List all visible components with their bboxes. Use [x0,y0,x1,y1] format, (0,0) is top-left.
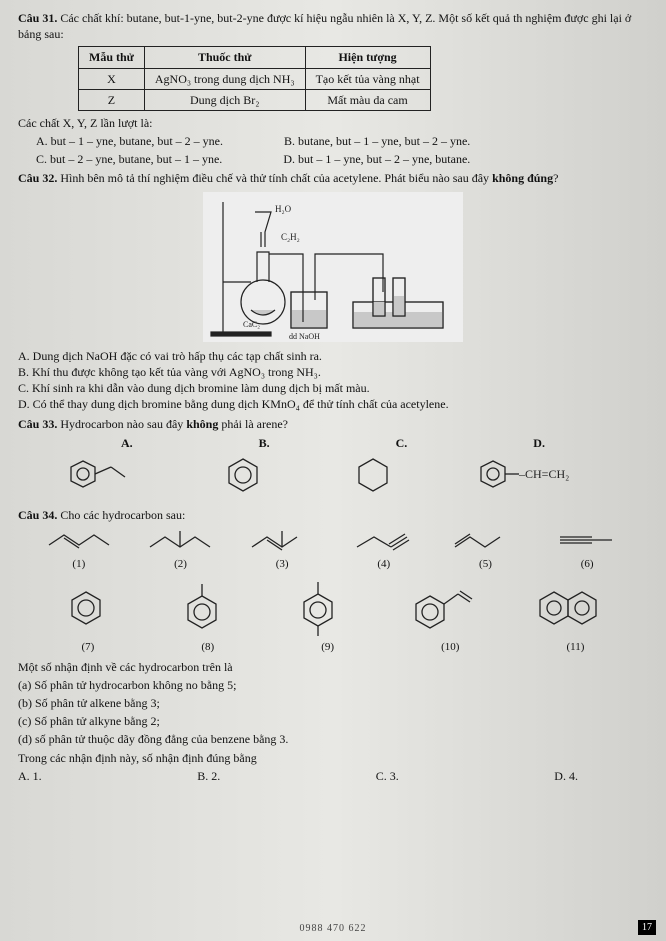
q34-a: (a) Số phân tử hydrocarbon không no bằng… [18,677,648,693]
q31-r0c0: X [79,68,145,89]
q32-optD: D. Có thể thay dung dịch bromine bằng du… [18,396,648,412]
q33-structC [343,453,403,501]
q31-optD: D. but – 1 – yne, but – 2 – yne, butane. [283,151,470,167]
q31-optC: C. but – 2 – yne, butane, but – 1 – yne. [36,151,222,167]
q33-letters: A. B. C. D. [58,435,608,451]
q32-optB: B. Khí thu được không tạo kết tủa vàng v… [18,364,648,380]
n1: (1) [72,557,85,572]
q32-textbold: không đúng [492,171,553,185]
q34-final: Trong các nhận định này, số nhận định đú… [18,750,648,766]
q32-text1: Hình bên mô tả thí nghiệm điều chế và th… [60,171,489,185]
n11: (11) [567,640,585,655]
q34-optD: D. 4. [554,768,578,784]
q31-optA: A. but – 1 – yne, butane, but – 2 – yne. [36,133,223,149]
q31: Câu 31. Các chất khí: butane, but-1-yne,… [18,10,648,168]
n9: (9) [321,640,334,655]
footer-phone: 0988 470 622 [300,922,367,936]
n7: (7) [82,640,95,655]
q34-optA: A. 1. [18,768,42,784]
n2: (2) [174,557,187,572]
q32: Câu 32. Hình bên mô tả thí nghiệm điều c… [18,170,648,413]
q34-nums1: (1) (2) (3) (4) (5) (6) [28,557,638,572]
q33-title: Câu 33. [18,417,57,431]
q31-th2: Hiện tượng [305,47,430,68]
q33-C: C. [396,435,408,451]
q33-structs: –CH=CH₂ [28,453,638,501]
lbl-c2h2: C₂H₂ [281,232,300,242]
q33-text: Hydrocarbon nào sau đây [60,417,183,431]
q34-c: (c) Số phân tử alkyne bằng 2; [18,713,648,729]
s9 [288,580,348,638]
q32-textend: ? [553,171,558,185]
n8: (8) [201,640,214,655]
q34-prompt: Một số nhận định về các hydrocarbon trên… [18,659,648,675]
n10: (10) [441,640,459,655]
q32-optC: C. Khí sinh ra khi dẫn vào dung dịch bro… [18,380,648,396]
q34-optC: C. 3. [376,768,399,784]
q34-d: (d) số phân tử thuộc dãy đồng đẳng của b… [18,731,648,747]
q31-optsAB: A. but – 1 – yne, butane, but – 2 – yne.… [36,133,648,149]
n3: (3) [276,557,289,572]
q34-opts: A. 1. B. 2. C. 3. D. 4. [18,768,578,784]
s2 [145,525,215,555]
lbl-cac2: CaC₂ [243,320,260,329]
q33-structA [63,453,143,501]
s8 [172,582,232,636]
lbl-naoh: dd NaOH [289,332,320,341]
s3 [247,525,317,555]
lbl-h2o: H₂O [275,204,292,214]
q34-text: Cho các hydrocarbon sau: [60,508,185,522]
q33-B: B. [259,435,270,451]
q33-textbold: không [186,417,218,431]
q34-optB: B. 2. [197,768,220,784]
q32-title: Câu 32. [18,171,57,185]
q33: Câu 33. Hydrocarbon nào sau đây không ph… [18,416,648,500]
q32-figure: H₂O C₂H₂ CaC₂ dd NaOH [203,192,463,342]
q31-r0c1: AgNO₃ trong dung dịch NH₃ [144,68,305,89]
q33-Dlabel: –CH=CH₂ [518,467,569,481]
q31-table: Mẫu thử Thuốc thử Hiện tượng X AgNO₃ tro… [78,46,431,111]
q31-optsCD: C. but – 2 – yne, butane, but – 1 – yne.… [36,151,648,167]
n4: (4) [377,557,390,572]
q33-textend: phải là arene? [221,417,288,431]
q34-row2 [28,580,638,638]
q31-prompt: Các chất X, Y, Z lần lượt là: [18,115,648,131]
q33-A: A. [121,435,133,451]
n6: (6) [581,557,594,572]
q33-structB [213,453,273,501]
q31-r1c0: Z [79,89,145,110]
q34-nums2: (7) (8) (9) (10) (11) [28,640,638,655]
q31-th0: Mẫu thử [79,47,145,68]
q33-structD: –CH=CH₂ [473,453,603,501]
q31-text: Các chất khí: butane, but-1-yne, but-2-y… [18,11,631,41]
q34: Câu 34. Cho các hydrocarbon sau: [18,507,648,784]
q31-optB: B. butane, but – 1 – yne, but – 2 – yne. [284,133,470,149]
q31-title: Câu 31. [18,11,57,25]
q34-row1 [28,525,638,555]
q32-optA: A. Dung dịch NaOH đặc có vai trò hấp thụ… [18,348,648,364]
q34-b: (b) Số phân tử alkene bằng 3; [18,695,648,711]
n5: (5) [479,557,492,572]
q34-title: Câu 34. [18,508,57,522]
s4 [349,525,419,555]
s5 [450,525,520,555]
q31-r1c1: Dung dịch Br₂ [144,89,305,110]
q31-r0c2: Tạo kết tủa vàng nhạt [305,68,430,89]
s11 [530,584,610,634]
q31-th1: Thuốc thử [144,47,305,68]
exam-page: Câu 31. Các chất khí: butane, but-1-yne,… [0,0,666,941]
s10 [404,582,474,636]
s6 [552,525,622,555]
s1 [44,525,114,555]
q33-D: D. [533,435,545,451]
footer-page: 17 [638,920,656,936]
s7 [56,584,116,634]
q31-r1c2: Mất màu da cam [305,89,430,110]
